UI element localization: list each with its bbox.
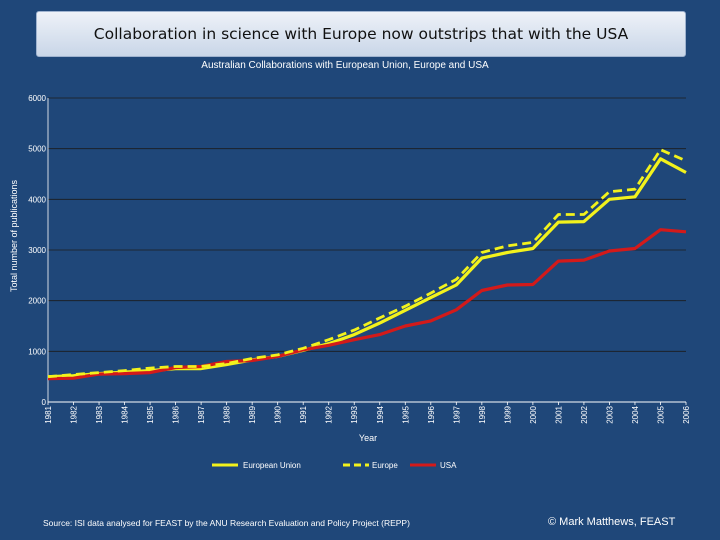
- x-tick-label: 1996: [427, 405, 436, 423]
- x-tick-label: 1992: [325, 405, 334, 423]
- x-tick-label: 1988: [223, 405, 232, 423]
- chart-legend: European Union Europe USA: [212, 461, 457, 470]
- y-tick-label: 3000: [28, 246, 46, 255]
- x-tick-label: 1982: [70, 405, 79, 423]
- x-tick-label: 2005: [656, 405, 665, 423]
- legend-label: European Union: [243, 461, 301, 470]
- series-line-european-union: [47, 157, 687, 379]
- copyright-note: © Mark Matthews, FEAST: [548, 516, 676, 528]
- x-tick-label: 1990: [274, 405, 283, 423]
- x-tick-label: 1997: [452, 405, 461, 423]
- source-note: Source: ISI data analysed for FEAST by t…: [43, 518, 410, 528]
- x-tick-label: 1998: [478, 405, 487, 423]
- x-tick-label: 1983: [95, 405, 104, 423]
- y-tick-label: 5000: [28, 145, 46, 154]
- y-tick-label: 6000: [28, 94, 46, 103]
- x-tick-label: 1993: [350, 405, 359, 423]
- y-tick-label: 0: [42, 398, 47, 407]
- x-axis-label: Year: [359, 433, 377, 443]
- x-tick-label: 2002: [580, 405, 589, 423]
- x-tick-label: 1995: [401, 405, 410, 423]
- series-line-europe: [47, 148, 687, 379]
- legend-label: USA: [440, 461, 457, 470]
- x-tick-label: 1989: [248, 405, 257, 423]
- y-axis-ticks: 0 1000 2000 3000 4000 5000 6000: [28, 94, 46, 407]
- x-tick-label: 1994: [376, 405, 385, 423]
- x-tick-label: 2003: [605, 405, 614, 423]
- x-tick-label: 1987: [197, 405, 206, 423]
- x-tick-label: 2000: [529, 405, 538, 423]
- chart-grid: [47, 97, 686, 403]
- y-tick-label: 1000: [28, 347, 46, 356]
- y-tick-label: 4000: [28, 195, 46, 204]
- chart-series: [47, 148, 687, 381]
- legend-label: Europe: [372, 461, 398, 470]
- x-tick-label: 2006: [682, 405, 691, 423]
- chart-title: Australian Collaborations with European …: [201, 60, 489, 71]
- x-tick-label: 1999: [503, 405, 512, 423]
- slide-title: Collaboration in science with Europe now…: [36, 11, 686, 57]
- x-tick-label: 1981: [44, 405, 53, 423]
- series-line-usa: [47, 228, 687, 381]
- x-tick-label: 1986: [172, 405, 181, 423]
- x-tick-label: 2001: [554, 405, 563, 423]
- y-tick-label: 2000: [28, 297, 46, 306]
- x-tick-label: 1984: [121, 405, 130, 423]
- x-tick-label: 1985: [146, 405, 155, 423]
- x-axis-ticks: 1981 1982 1983 1984 1985 1986 1987 1988 1989 1990…: [44, 402, 691, 424]
- x-tick-label: 1991: [299, 405, 308, 423]
- x-tick-label: 2004: [631, 405, 640, 423]
- y-axis-label: Total number of publications: [9, 179, 19, 292]
